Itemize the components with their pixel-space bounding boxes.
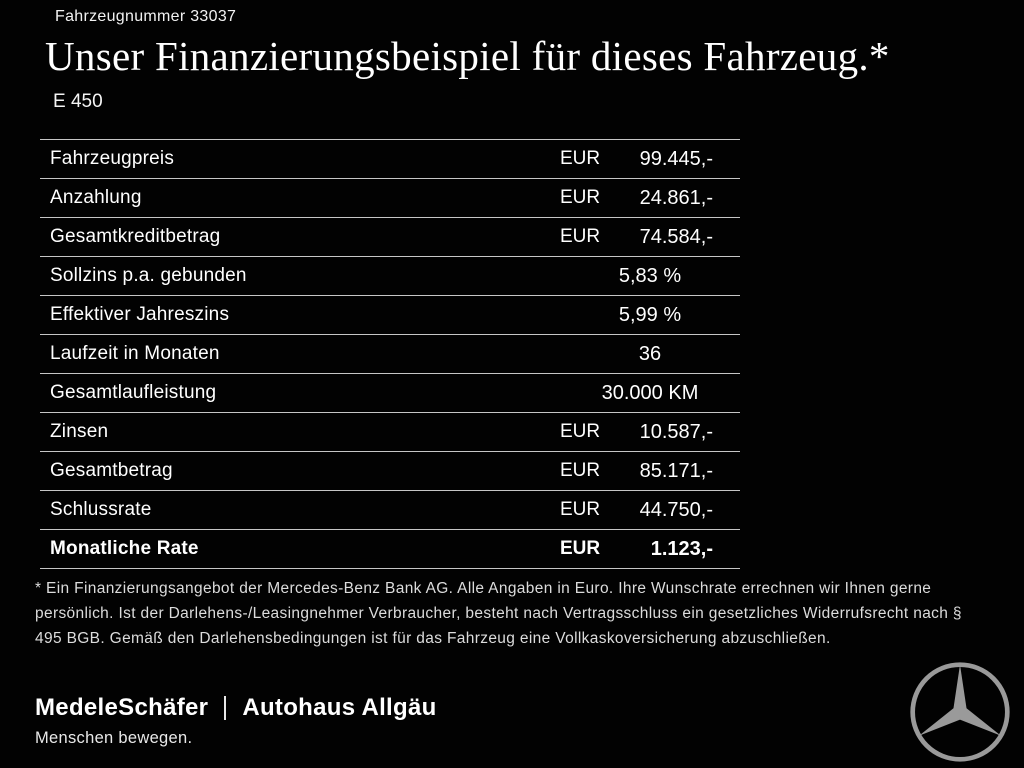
row-label: Schlussrate [50,499,152,520]
table-row: Zinsen EUR 10.587,- [40,412,740,451]
row-value: 5,83 % [618,264,682,287]
vehicle-model: E 450 [53,91,103,113]
row-currency: EUR [560,148,601,169]
row-label: Monatliche Rate [50,538,199,559]
row-value: 85.171,- [639,459,713,482]
mercedes-star-icon [908,660,1012,764]
row-value: 10.587,- [639,420,713,443]
row-currency: EUR [560,187,601,208]
row-label: Gesamtbetrag [50,460,173,481]
page-title: Unser Finanzierungsbeispiel für dieses F… [45,33,890,79]
dealer-logo-medele-schaefer: MedeleSchäfer [35,694,209,721]
row-value: 1.123,- [650,537,713,560]
row-currency: EUR [560,460,601,481]
row-value: 36 [638,342,662,365]
table-row: Effektiver Jahreszins 5,99 % [40,295,740,334]
table-row: Gesamtkreditbetrag EUR 74.584,- [40,217,740,256]
table-row: Anzahlung EUR 24.861,- [40,178,740,217]
legal-footnote: * Ein Finanzierungsangebot der Mercedes-… [35,580,962,647]
dealer-logo-autohaus-allgaeu: Autohaus Allgäu [242,694,437,721]
dealer-tagline: Menschen bewegen. [35,729,193,747]
row-label: Laufzeit in Monaten [50,343,220,364]
row-value: 44.750,- [639,498,713,521]
dealer-logos: MedeleSchäfer Autohaus Allgäu [35,694,437,722]
row-currency: EUR [560,226,601,247]
footer: MedeleSchäfer Autohaus Allgäu Menschen b… [35,694,437,748]
row-value: 24.861,- [639,186,713,209]
row-value: 99.445,- [639,147,713,170]
row-label: Anzahlung [50,187,142,208]
row-value: 74.584,- [639,225,713,248]
row-value: 30.000 KM [601,381,699,404]
table-row: Fahrzeugpreis EUR 99.445,- [40,139,740,178]
table-row: Laufzeit in Monaten 36 [40,334,740,373]
row-label: Gesamtlaufleistung [50,382,217,403]
row-currency: EUR [560,538,601,559]
mercedes-star-svg [910,662,1010,762]
row-currency: EUR [560,499,601,520]
row-label: Gesamtkreditbetrag [50,226,221,247]
table-row: Schlussrate EUR 44.750,- [40,490,740,529]
vehicle-number: Fahrzeugnummer 33037 [55,8,237,25]
row-label: Zinsen [50,421,109,442]
logo-divider [224,696,227,720]
row-label: Effektiver Jahreszins [50,304,230,325]
row-label: Fahrzeugpreis [50,148,175,169]
table-row: Gesamtbetrag EUR 85.171,- [40,451,740,490]
header: Fahrzeugnummer 33037 Unser Finanzierungs… [45,8,985,113]
row-currency: EUR [560,421,601,442]
row-value: 5,99 % [618,303,682,326]
table-row-monthly-rate: Monatliche Rate EUR 1.123,- [40,529,740,569]
table-row: Sollzins p.a. gebunden 5,83 % [40,256,740,295]
table-row: Gesamtlaufleistung 30.000 KM [40,373,740,412]
finance-table: Fahrzeugpreis EUR 99.445,- Anzahlung EUR… [40,139,740,569]
row-label: Sollzins p.a. gebunden [50,265,247,286]
